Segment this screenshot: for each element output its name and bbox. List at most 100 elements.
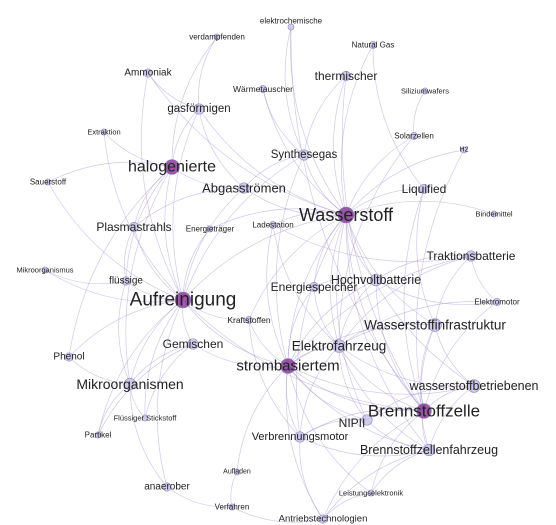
node-halogenierte[interactable] xyxy=(164,159,180,175)
edge-wasserstoff-brennstoffzelle xyxy=(345,214,425,412)
node-label-verdampfenden: verdampfenden xyxy=(189,33,245,42)
node-mikroorganismen[interactable] xyxy=(123,377,137,391)
node-plasmastrahls[interactable] xyxy=(129,222,140,233)
node-thermischer[interactable] xyxy=(340,71,351,82)
edge-brennstoffzelle-antriebstechnologien xyxy=(322,410,425,520)
node-liquified[interactable] xyxy=(418,184,429,195)
edge-wasserstoff-energietraeger xyxy=(209,208,347,230)
edge-halogenierte-phenol xyxy=(68,166,173,358)
node-leistungselektronik[interactable] xyxy=(367,489,375,497)
node-ladestation[interactable] xyxy=(269,221,277,229)
node-label-extraktion: Extraktion xyxy=(87,128,120,137)
node-brennstoffzelle[interactable] xyxy=(416,403,432,419)
node-mikroorganismus[interactable] xyxy=(41,266,49,274)
node-wasserstoff[interactable] xyxy=(337,206,355,224)
node-label-fluessige: flüssige xyxy=(109,276,143,287)
edge-solarzellen-wasserstoff xyxy=(345,135,415,216)
edge-synthesegas-aufreinigung xyxy=(182,154,305,301)
edge-strombasiertem-nipii xyxy=(287,365,368,421)
node-elektromotor[interactable] xyxy=(493,298,501,306)
node-phenol[interactable] xyxy=(64,352,74,362)
edge-phenol-mikroorganismen xyxy=(68,356,131,385)
node-label-hochvoltbatterie: Hochvoltbatterie xyxy=(331,273,421,287)
edge-wasserstoffbetriebenen-brennstoffzellenfahrzeug xyxy=(428,385,475,451)
node-hochvoltbatterie[interactable] xyxy=(369,273,383,287)
node-fluessige[interactable] xyxy=(121,276,131,286)
node-label-solarzellen: Solarzellen xyxy=(394,132,434,141)
node-verdampfenden[interactable] xyxy=(213,33,221,41)
node-partikel[interactable] xyxy=(94,431,102,439)
edge-aufreinigung-phenol xyxy=(68,299,184,358)
node-sauerstoff[interactable] xyxy=(44,178,52,186)
edge-plasmastrahls-aufreinigung xyxy=(133,226,184,301)
node-wasserstoffbetriebenen[interactable] xyxy=(467,379,481,393)
node-energietraeger[interactable] xyxy=(206,225,214,233)
edge-aufreinigung-partikel xyxy=(97,299,184,436)
node-synthesegas[interactable] xyxy=(298,149,310,161)
node-wasserstoffinfrastruktur[interactable] xyxy=(428,318,442,332)
node-label-mikroorganismus: Mikroorganismus xyxy=(16,266,73,275)
edge-wasserstoffinfrastruktur-brennstoffzellenfahrzeug xyxy=(420,324,436,451)
node-label-leistungselektronik: Leistungselektronik xyxy=(339,489,403,498)
node-natural-gas[interactable] xyxy=(369,41,377,49)
node-label-liquified: Liquified xyxy=(402,182,447,196)
node-label-waermetauscher: Wärmetauscher xyxy=(233,84,293,94)
edge-brennstoffzellenfahrzeug-leistungselektronik xyxy=(370,449,430,494)
node-gemischen[interactable] xyxy=(187,338,199,350)
node-gasfoermigen[interactable] xyxy=(193,103,205,115)
node-strombasiertem[interactable] xyxy=(280,358,296,374)
edge-energiespeicher-elektrofahrzeug xyxy=(313,286,340,347)
edge-strombasiertem-wasserstoffbetriebenen xyxy=(287,365,475,395)
edge-strombasiertem-aufladen xyxy=(236,365,289,473)
edge-liquified-brennstoffzelle xyxy=(403,188,425,412)
node-verfahren[interactable] xyxy=(228,503,236,511)
edge-verfahren-antriebstechnologien xyxy=(231,506,324,523)
node-siliziumwafers[interactable] xyxy=(421,87,429,95)
node-aufreinigung[interactable] xyxy=(174,291,192,309)
node-label-thermischer: thermischer xyxy=(315,69,378,83)
node-ammoniak[interactable] xyxy=(143,68,153,78)
edge-strombasiertem-antriebstechnologien xyxy=(285,365,324,520)
node-label-nipii: NIPII xyxy=(339,416,366,430)
node-solarzellen[interactable] xyxy=(410,132,418,140)
edge-elektrofahrzeug-verbrennungsmotor xyxy=(299,345,340,438)
edge-halogenierte-aufreinigung xyxy=(164,166,184,301)
node-bindemittel[interactable] xyxy=(490,210,498,218)
edge-verbrennungsmotor-brennstoffzellenfahrzeug xyxy=(299,436,430,457)
node-antriebstechnologien[interactable] xyxy=(318,514,328,524)
node-label-bindemittel: Bindemittel xyxy=(475,210,512,219)
edge-elektrochemische-wasserstoff xyxy=(290,26,347,216)
edge-wasserstoffinfrastruktur-elektrofahrzeug xyxy=(338,323,436,347)
edge-bindemittel-wasserstoff xyxy=(345,200,495,216)
node-label-traktionsbatterie: Traktionsbatterie xyxy=(427,249,516,263)
node-extraktion[interactable] xyxy=(100,128,108,136)
edge-mikroorganismus-fluessige xyxy=(44,269,127,285)
node-label-halogenierte: halogenierte xyxy=(128,159,216,176)
node-label-elektrofahrzeug: Elektrofahrzeug xyxy=(292,339,387,354)
node-anaerober[interactable] xyxy=(162,482,172,492)
label-layer: verdampfenden elektrochemische Natural Gas… xyxy=(16,17,538,525)
node-kraftstoffen[interactable] xyxy=(245,316,253,324)
edge-hochvoltbatterie-elektrofahrzeug xyxy=(338,279,377,347)
edge-ammoniak-aufreinigung xyxy=(141,72,184,301)
edge-traktionsbatterie-hochvoltbatterie xyxy=(375,254,472,281)
edge-natural-gas-wasserstoff xyxy=(340,44,374,216)
edge-waermetauscher-wasserstoff xyxy=(262,88,347,216)
node-elektrochemische[interactable] xyxy=(287,23,295,31)
node-brennstoffzellenfahrzeug[interactable] xyxy=(422,443,436,457)
node-fluessiger-stickstoff[interactable] xyxy=(141,414,149,422)
node-verbrennungsmotor[interactable] xyxy=(294,431,306,443)
node-energiespeicher[interactable] xyxy=(308,281,319,292)
node-nipii[interactable] xyxy=(361,414,373,426)
node-waermetauscher[interactable] xyxy=(259,85,267,93)
node-label-energiespeicher: Energiespeicher xyxy=(271,280,358,294)
edge-strombasiertem-brennstoffzelle xyxy=(287,365,425,412)
node-aufladen[interactable] xyxy=(233,468,241,476)
node-label-sauerstoff: Sauerstoff xyxy=(30,178,67,187)
node-label-anaerober: anaerober xyxy=(144,482,190,493)
node-elektrofahrzeug[interactable] xyxy=(332,339,346,353)
node-abgasstroemen[interactable] xyxy=(238,182,250,194)
node-h2[interactable] xyxy=(460,146,468,154)
node-traktionsbatterie[interactable] xyxy=(465,250,477,262)
